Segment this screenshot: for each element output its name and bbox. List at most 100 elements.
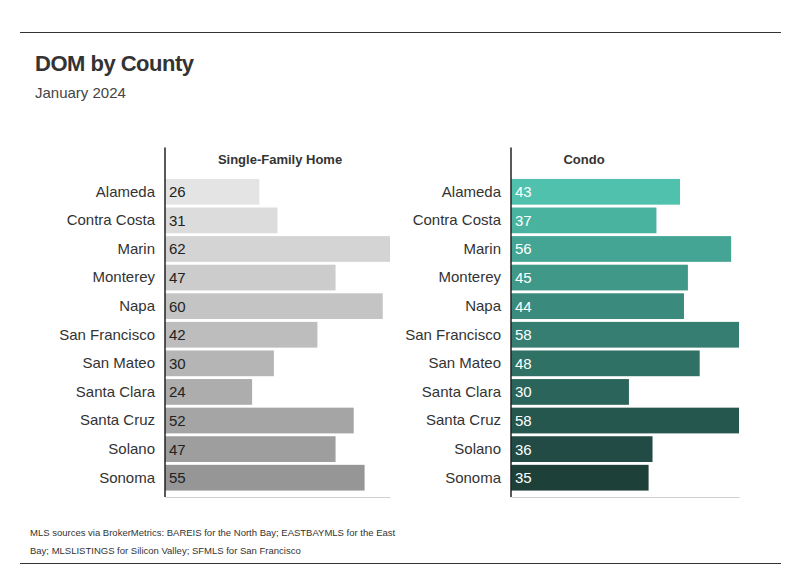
category-label: Napa [119,297,156,314]
data-labels: 4337564544584830583635 [515,183,532,486]
bar [511,465,649,491]
top-rule [20,32,781,33]
data-label: 47 [169,269,186,286]
bar [165,379,252,405]
category-label: Marin [463,240,501,257]
tick: San Mateo [82,354,165,371]
data-label: 62 [169,240,186,257]
bar [165,265,336,291]
panel-title: Single-Family Home [218,152,342,167]
category-label: Solano [108,440,155,457]
bar [511,322,739,348]
bars [511,179,739,491]
tick: Santa Clara [76,383,165,400]
bottom-rule [20,563,781,564]
bar [511,265,688,291]
data-label: 43 [515,183,532,200]
tick: Monterey [438,268,511,285]
category-label: Monterey [92,268,155,285]
category-label: Contra Costa [413,211,502,228]
data-label: 26 [169,183,186,200]
bar [511,208,656,234]
y-axis-line [164,148,166,498]
tick: Napa [465,297,511,314]
bar [511,408,739,434]
category-label: San Mateo [82,354,155,371]
tick: Solano [454,440,511,457]
y-axis: Alameda Contra Costa Marin Monterey Napa San … [405,148,511,498]
tick: San Francisco [59,326,165,343]
tick: Santa Clara [422,383,511,400]
panel: Condo4337564544584830583635AlamedaContra… [405,148,739,498]
data-labels: 2631624760423024524755 [169,183,186,486]
title: DOM by County [35,51,195,76]
data-label: 24 [169,383,186,400]
tick: Monterey [92,268,165,285]
bar [511,236,731,262]
data-label: 47 [169,441,186,458]
source-note: Bay; MLSLISTINGS for Silicon Valley; SFM… [30,545,301,556]
category-label: Santa Clara [76,383,156,400]
category-label: San Mateo [428,354,501,371]
data-label: 42 [169,326,186,343]
tick: Alameda [442,183,511,200]
y-axis-line [510,148,512,498]
tick: Solano [108,440,165,457]
category-label: Contra Costa [67,211,156,228]
tick: Sonoma [99,469,165,486]
category-label: San Francisco [405,326,501,343]
bar [165,465,365,491]
bar [511,293,684,319]
category-label: Alameda [442,183,502,200]
category-label: San Francisco [59,326,155,343]
x-axis [512,497,740,498]
panel-title: Condo [563,152,604,167]
bar [165,236,390,262]
data-label: 31 [169,212,186,229]
tick: Santa Cruz [426,411,511,428]
tick: Sonoma [445,469,511,486]
data-label: 44 [515,298,532,315]
bar [511,179,680,205]
category-label: Solano [454,440,501,457]
category-label: Santa Clara [422,383,502,400]
bar [511,436,653,462]
data-label: 52 [169,412,186,429]
bar [165,350,274,376]
data-label: 48 [515,355,532,372]
tick: San Francisco [405,326,511,343]
bars [165,179,390,491]
bar [511,350,700,376]
subtitle: January 2024 [35,84,126,101]
data-label: 55 [169,469,186,486]
x-axis-line [166,497,391,498]
source-note: MLS sources via BrokerMetrics: BAREIS fo… [30,527,396,538]
data-label: 35 [515,469,532,486]
tick: Santa Cruz [80,411,165,428]
category-label: Santa Cruz [426,411,501,428]
category-label: Sonoma [99,469,156,486]
bar [165,322,317,348]
tick: Contra Costa [67,211,165,228]
x-axis [166,497,391,498]
y-axis: AlamedaContra CostaMarinMontereyNapaSan … [59,148,165,498]
panel: Single-Family Home2631624760423024524755… [59,148,390,498]
bar [165,293,383,319]
category-label: Napa [465,297,502,314]
data-label: 60 [169,298,186,315]
bar [165,208,278,234]
category-label: Monterey [438,268,501,285]
bar [511,379,629,405]
tick: San Mateo [428,354,511,371]
tick: Alameda [96,183,165,200]
bar [165,436,336,462]
category-label: Alameda [96,183,156,200]
data-label: 37 [515,212,532,229]
data-label: 58 [515,326,532,343]
data-label: 58 [515,412,532,429]
bar [165,179,259,205]
data-label: 45 [515,269,532,286]
tick: Contra Costa [413,211,511,228]
category-label: Sonoma [445,469,502,486]
category-label: Santa Cruz [80,411,155,428]
